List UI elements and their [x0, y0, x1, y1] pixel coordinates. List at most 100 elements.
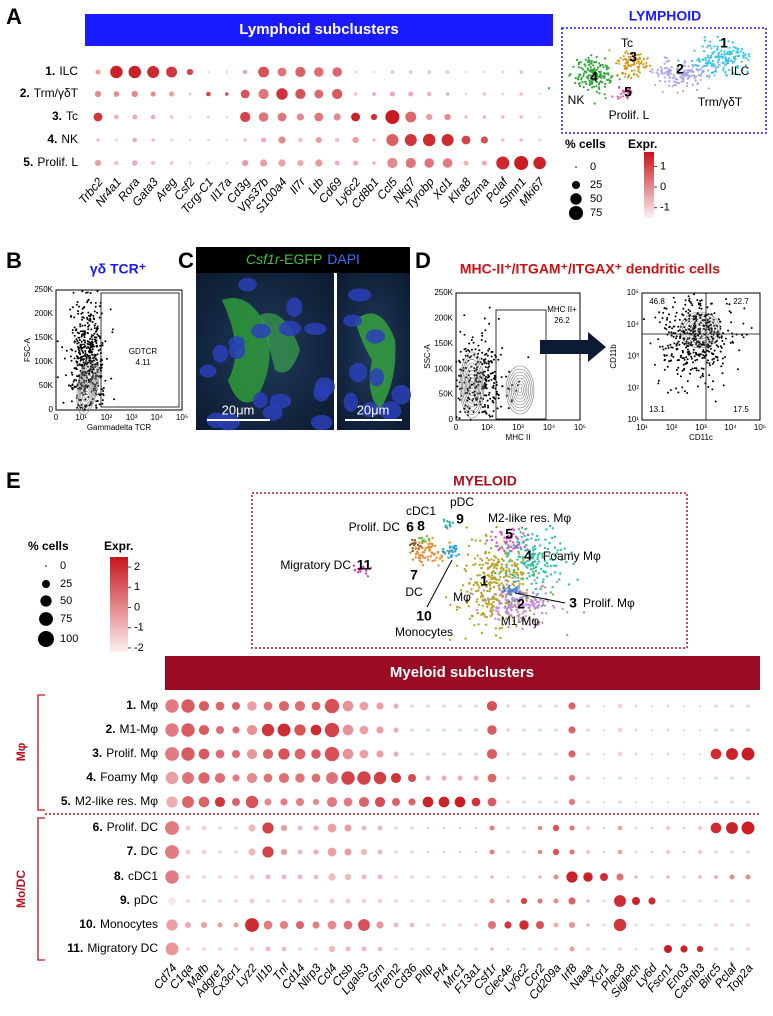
umap-point [568, 583, 570, 585]
dot [262, 846, 273, 857]
event [675, 337, 677, 339]
row-name: ILC [59, 64, 78, 78]
event [483, 411, 485, 413]
cluster-name: Mφ [453, 590, 471, 604]
umap-point [671, 66, 673, 68]
event [717, 359, 719, 361]
dot [264, 921, 273, 930]
umap-point [445, 596, 447, 598]
umap-point [582, 81, 584, 83]
dot [199, 797, 210, 808]
dot [443, 158, 453, 168]
umap-point [513, 529, 515, 531]
event [669, 344, 671, 346]
event [465, 350, 467, 352]
pointer [427, 560, 452, 607]
dot [262, 822, 273, 833]
event [659, 346, 661, 348]
dot [603, 801, 605, 803]
x-axis-label: Gammadelta TCR [87, 423, 152, 432]
event [87, 312, 89, 314]
panel-letter: C [178, 248, 194, 273]
umap-point [456, 565, 458, 567]
dot [189, 116, 191, 118]
dot [345, 898, 350, 903]
event [694, 355, 696, 357]
event [79, 352, 81, 354]
event [703, 368, 705, 370]
event [75, 328, 77, 330]
event [701, 367, 703, 369]
event [497, 407, 499, 409]
event [673, 342, 675, 344]
umap-point [638, 63, 640, 65]
umap-point [476, 598, 478, 600]
dot [360, 750, 369, 759]
event [710, 348, 712, 350]
dot [475, 900, 478, 903]
umap-point [607, 72, 609, 74]
legend-title: % cells [565, 137, 606, 151]
event [672, 306, 674, 308]
event [674, 301, 676, 303]
dot [226, 71, 228, 73]
umap-point [421, 537, 423, 539]
umap-point [536, 594, 538, 596]
event [95, 323, 97, 325]
event [464, 348, 466, 350]
umap-point [497, 561, 499, 563]
event [72, 332, 74, 334]
dot [392, 798, 400, 806]
gate [496, 310, 546, 419]
event [471, 349, 473, 351]
dot [443, 827, 446, 830]
dot [249, 898, 254, 903]
x-tick-label: 10³ [126, 413, 138, 422]
umap-point [637, 75, 639, 77]
umap-point [666, 61, 668, 63]
event [73, 292, 75, 294]
event [695, 352, 697, 354]
umap-point [705, 59, 707, 61]
size-legend-label: 25 [590, 179, 602, 191]
event [692, 368, 694, 370]
cluster-name: M2-like res. Mφ [488, 511, 571, 525]
event [675, 315, 677, 317]
row-number: 2. [20, 86, 30, 100]
umap-point [429, 549, 431, 551]
umap-point [728, 47, 730, 49]
event [676, 369, 678, 371]
dot [616, 873, 623, 880]
dot [170, 139, 173, 142]
dot [207, 139, 209, 141]
umap-point [514, 562, 516, 564]
event [82, 355, 84, 357]
umap-point [709, 74, 711, 76]
umap-point [503, 550, 505, 552]
umap-point [439, 557, 441, 559]
umap-point [658, 73, 660, 75]
dot [335, 138, 340, 143]
color-bar-label: -1 [134, 622, 144, 634]
umap-point [566, 611, 568, 613]
event [95, 404, 97, 406]
dot [714, 800, 718, 804]
dot [651, 729, 653, 731]
event [90, 302, 92, 304]
event [488, 380, 490, 382]
row-label: 3.Tc [52, 109, 78, 123]
size-legend-label: 50 [590, 193, 602, 205]
event [683, 368, 685, 370]
umap-point [608, 79, 610, 81]
nucleus [392, 385, 411, 405]
row-label: 1.ILC [45, 64, 78, 78]
size-legend-label: 100 [60, 633, 78, 645]
umap-point [521, 536, 523, 538]
event [77, 332, 79, 334]
umap-point [533, 603, 535, 605]
event [73, 387, 75, 389]
event [673, 336, 675, 338]
umap-point [542, 570, 544, 572]
event [94, 327, 96, 329]
event [657, 338, 659, 340]
